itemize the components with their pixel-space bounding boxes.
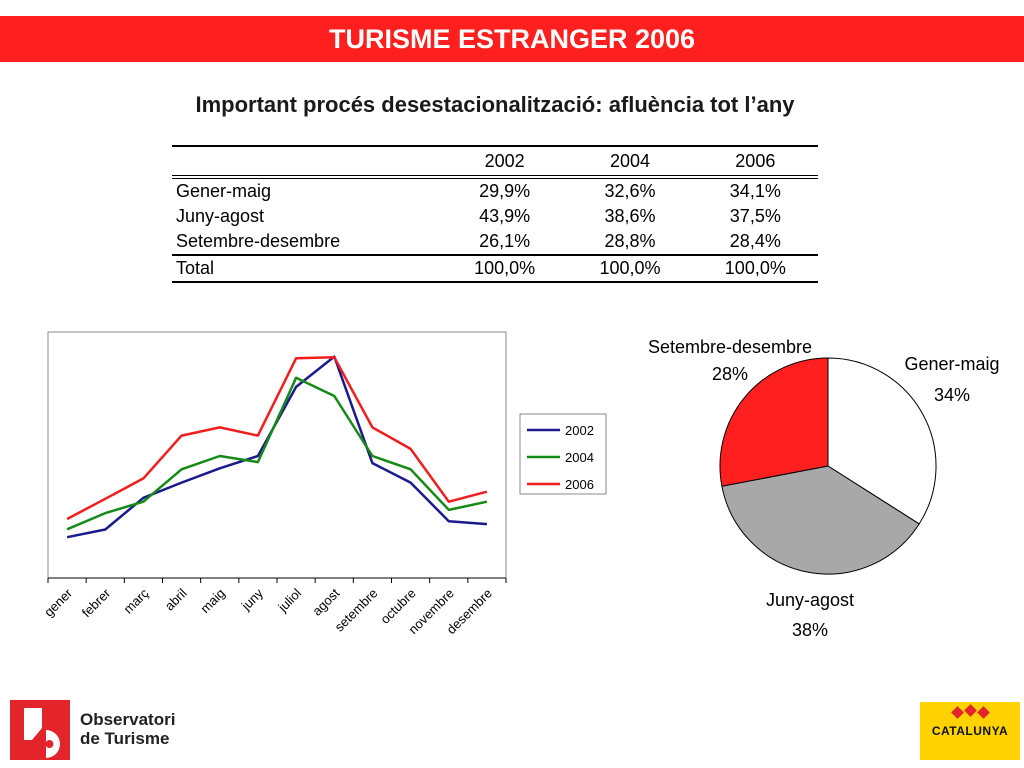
legend-label: 2004 [565,450,594,465]
plot-area [47,331,507,579]
x-tick-label: juny [238,585,267,614]
table-total-row: Total 100,0% 100,0% 100,0% [172,254,818,283]
slice-value-label: 34% [934,385,970,405]
series-line-2006 [66,356,488,521]
pie-slice [719,357,829,487]
table-cell: 37,5% [729,206,781,226]
seasonality-table: 2002 2004 2006 Gener-maig 29,9% 32,6% 34… [172,145,818,283]
catalunya-logo: CATALUNYA [920,702,1020,760]
table-cell: 34,1% [729,181,781,201]
table-cell: 29,9% [479,181,531,201]
legend-label: 2006 [565,477,594,492]
series-line-2004 [66,376,488,531]
slice-label: Gener-maig [904,354,999,374]
logo-line: de Turisme [80,729,170,748]
x-tick-label: agost [309,585,342,618]
title-banner: TURISME ESTRANGER 2006 [0,16,1024,62]
slice-label: Setembre-desembre [648,337,812,357]
table-cell: 32,6% [604,181,656,201]
subtitle: Important procés desestacionalització: a… [195,92,795,117]
slice-value-label: 38% [792,620,828,640]
table-cell: 28,4% [729,231,781,251]
legend-box [519,413,607,495]
x-tick-label: febrer [79,585,114,620]
charts-canvas: gener febrer març abril maig juny juliol agosts… [41,331,1000,640]
table-row: Setembre-desembre 26,1% 28,8% 28,4% [172,229,818,255]
pie-chart: Gener-maig 34% Juny-agost 38% Setembre-desem… [648,337,1000,640]
x-tick-label: març [121,585,152,616]
x-tick-label: abril [162,585,190,613]
legend-label: 2002 [565,423,594,438]
slice-label: Juny-agost [766,590,854,610]
row-label: Total [172,254,442,283]
table-cell: 100,0% [442,254,568,283]
slice-value-label: 28% [712,364,748,384]
table-header-cell: 2002 [442,145,568,179]
table-row: Juny-agost 43,9% 38,6% 37,5% [172,204,818,229]
table-header-row: 2002 2004 2006 [172,145,818,179]
x-tick-label: maig [197,586,228,617]
pie-slice [827,357,937,525]
line-chart: gener febrer març abril maig juny juliol agosts… [41,331,607,637]
catalunya-logo-text: CATALUNYA [931,724,1009,738]
row-label: Juny-agost [176,206,265,226]
table-header-cell: 2004 [567,145,693,179]
pie-slice [721,465,920,575]
legend: 2002 2004 2006 [519,413,607,495]
observatori-logo: Observatori de Turisme [10,700,180,764]
table-cell: 100,0% [567,254,693,283]
row-label: Gener-maig [176,181,272,201]
observatori-logo-text: Observatori de Turisme [80,710,175,748]
row-label: Setembre-desembre [176,231,341,251]
table-header-cell: 2006 [692,145,818,179]
table-cell: 100,0% [692,254,818,283]
table-cell: 28,8% [604,231,656,251]
table-cell: 26,1% [479,231,531,251]
x-tick-label: gener [41,585,76,620]
x-tick-label: juliol [274,585,304,615]
table-cell: 38,6% [604,206,656,226]
observatori-logo-icon [10,700,70,760]
table-cell: 43,9% [479,206,531,226]
table-header-cell [172,145,442,179]
logo-line: Observatori [80,710,176,729]
page-title: TURISME ESTRANGER 2006 [328,24,696,54]
catalunya-logo-icon [951,704,990,719]
table-row: Gener-maig 29,9% 32,6% 34,1% [172,177,818,204]
